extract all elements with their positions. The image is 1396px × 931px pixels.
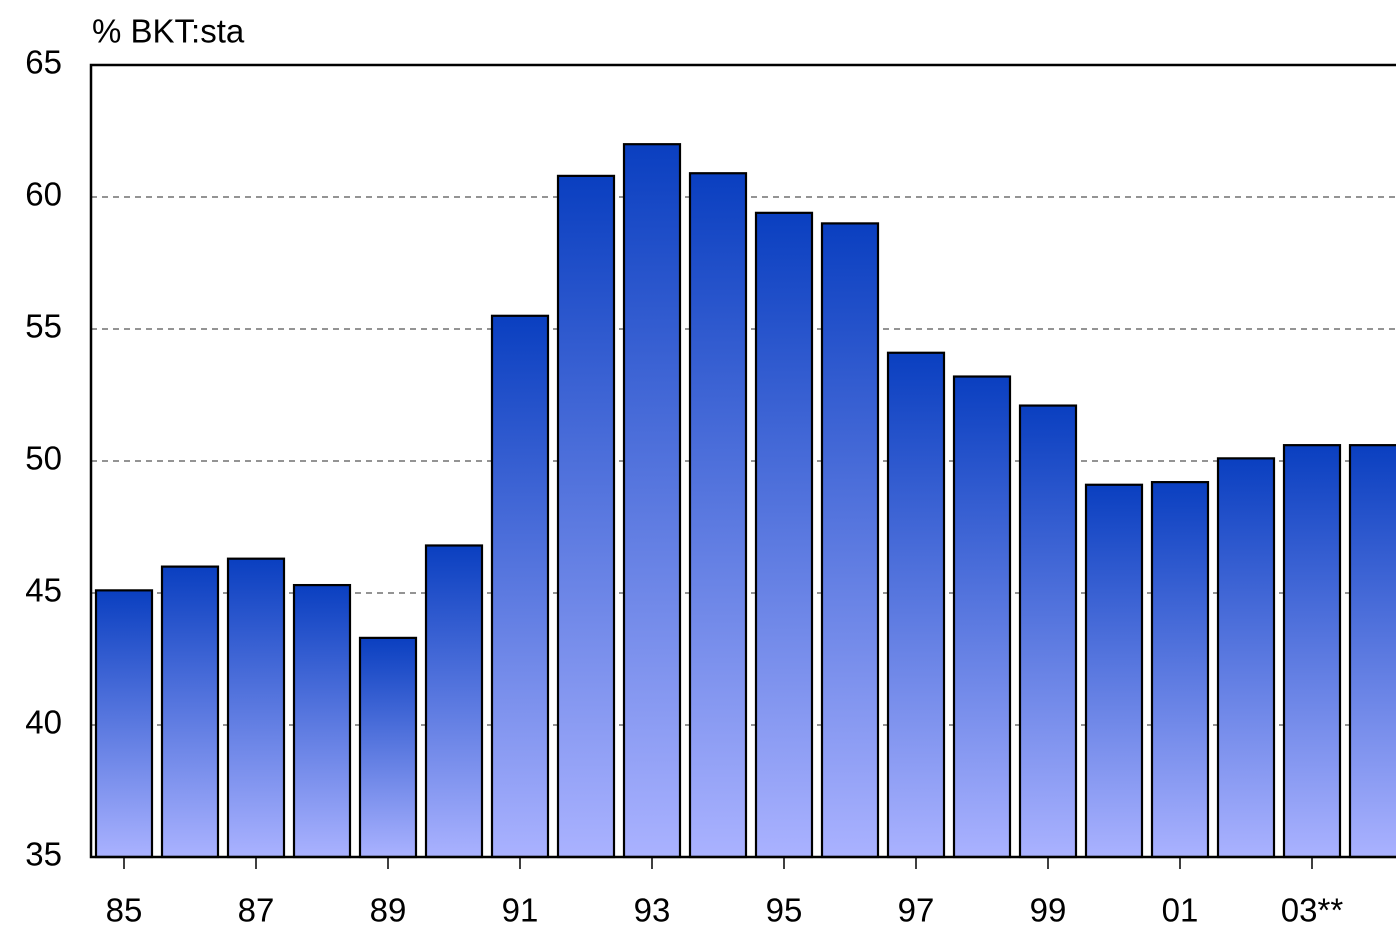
- bar: [1216, 457, 1276, 859]
- bar: [160, 565, 220, 859]
- bar: [1150, 481, 1210, 859]
- bar: [226, 557, 286, 859]
- x-tick-label: 95: [766, 892, 803, 929]
- chart-title: % BKT:sta: [92, 13, 245, 50]
- bar: [94, 589, 154, 859]
- bar: [292, 583, 352, 859]
- bar: [1018, 404, 1078, 859]
- y-tick-label: 50: [25, 440, 62, 477]
- bar: [952, 375, 1012, 859]
- x-tick-label: 91: [502, 892, 539, 929]
- bar: [1084, 483, 1144, 859]
- y-tick-label: 65: [25, 44, 62, 81]
- bar: [1282, 444, 1342, 859]
- bar: [556, 174, 616, 859]
- bar: [622, 143, 682, 859]
- x-tick-label: 93: [634, 892, 671, 929]
- x-tick-label: 99: [1030, 892, 1067, 929]
- bar: [424, 544, 484, 859]
- x-tick-label: 89: [370, 892, 407, 929]
- x-tick-label: 97: [898, 892, 935, 929]
- bar: [490, 314, 550, 859]
- bar: [1348, 444, 1396, 859]
- plot-frame: [89, 63, 1396, 859]
- y-tick-label: 45: [25, 572, 62, 609]
- y-tick-label: 60: [25, 176, 62, 213]
- y-tick-label: 35: [25, 836, 62, 873]
- x-tick-label: 87: [238, 892, 275, 929]
- x-tick-label: 85: [106, 892, 143, 929]
- bar: [820, 222, 880, 859]
- bar: [688, 172, 748, 859]
- x-tick-label: 03**: [1281, 892, 1344, 929]
- y-tick-label: 40: [25, 704, 62, 741]
- bar: [886, 351, 946, 859]
- y-tick-label: 55: [25, 308, 62, 345]
- bar: [754, 211, 814, 859]
- x-tick-label: 01: [1162, 892, 1199, 929]
- bar: [358, 636, 418, 859]
